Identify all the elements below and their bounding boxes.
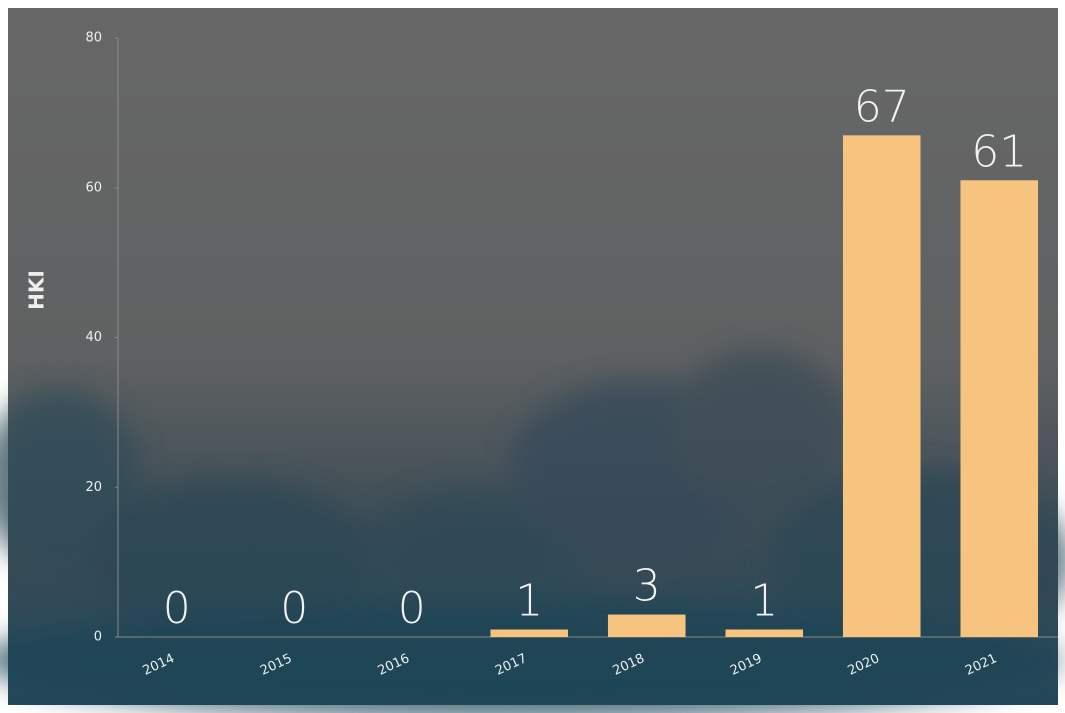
bar <box>725 630 803 637</box>
value-label: 1 <box>750 576 778 627</box>
y-tick-label: 40 <box>85 330 102 345</box>
y-tick-label: 80 <box>85 31 102 46</box>
y-tick-label: 60 <box>85 180 102 195</box>
y-tick-label: 20 <box>85 480 102 495</box>
y-axis-title: HKI <box>25 270 49 310</box>
bar <box>960 180 1038 637</box>
bar <box>843 135 921 637</box>
chart: HKI 020406080201402015020160201712018320… <box>0 0 1065 713</box>
value-label: 3 <box>633 561 661 612</box>
value-label: 0 <box>398 583 426 634</box>
bar <box>490 630 568 637</box>
value-label: 67 <box>854 81 910 132</box>
value-label: 0 <box>280 583 308 634</box>
value-label: 1 <box>515 576 543 627</box>
bar <box>608 615 686 637</box>
value-label: 61 <box>971 126 1027 177</box>
y-tick-label: 0 <box>94 630 102 645</box>
value-label: 0 <box>163 583 191 634</box>
